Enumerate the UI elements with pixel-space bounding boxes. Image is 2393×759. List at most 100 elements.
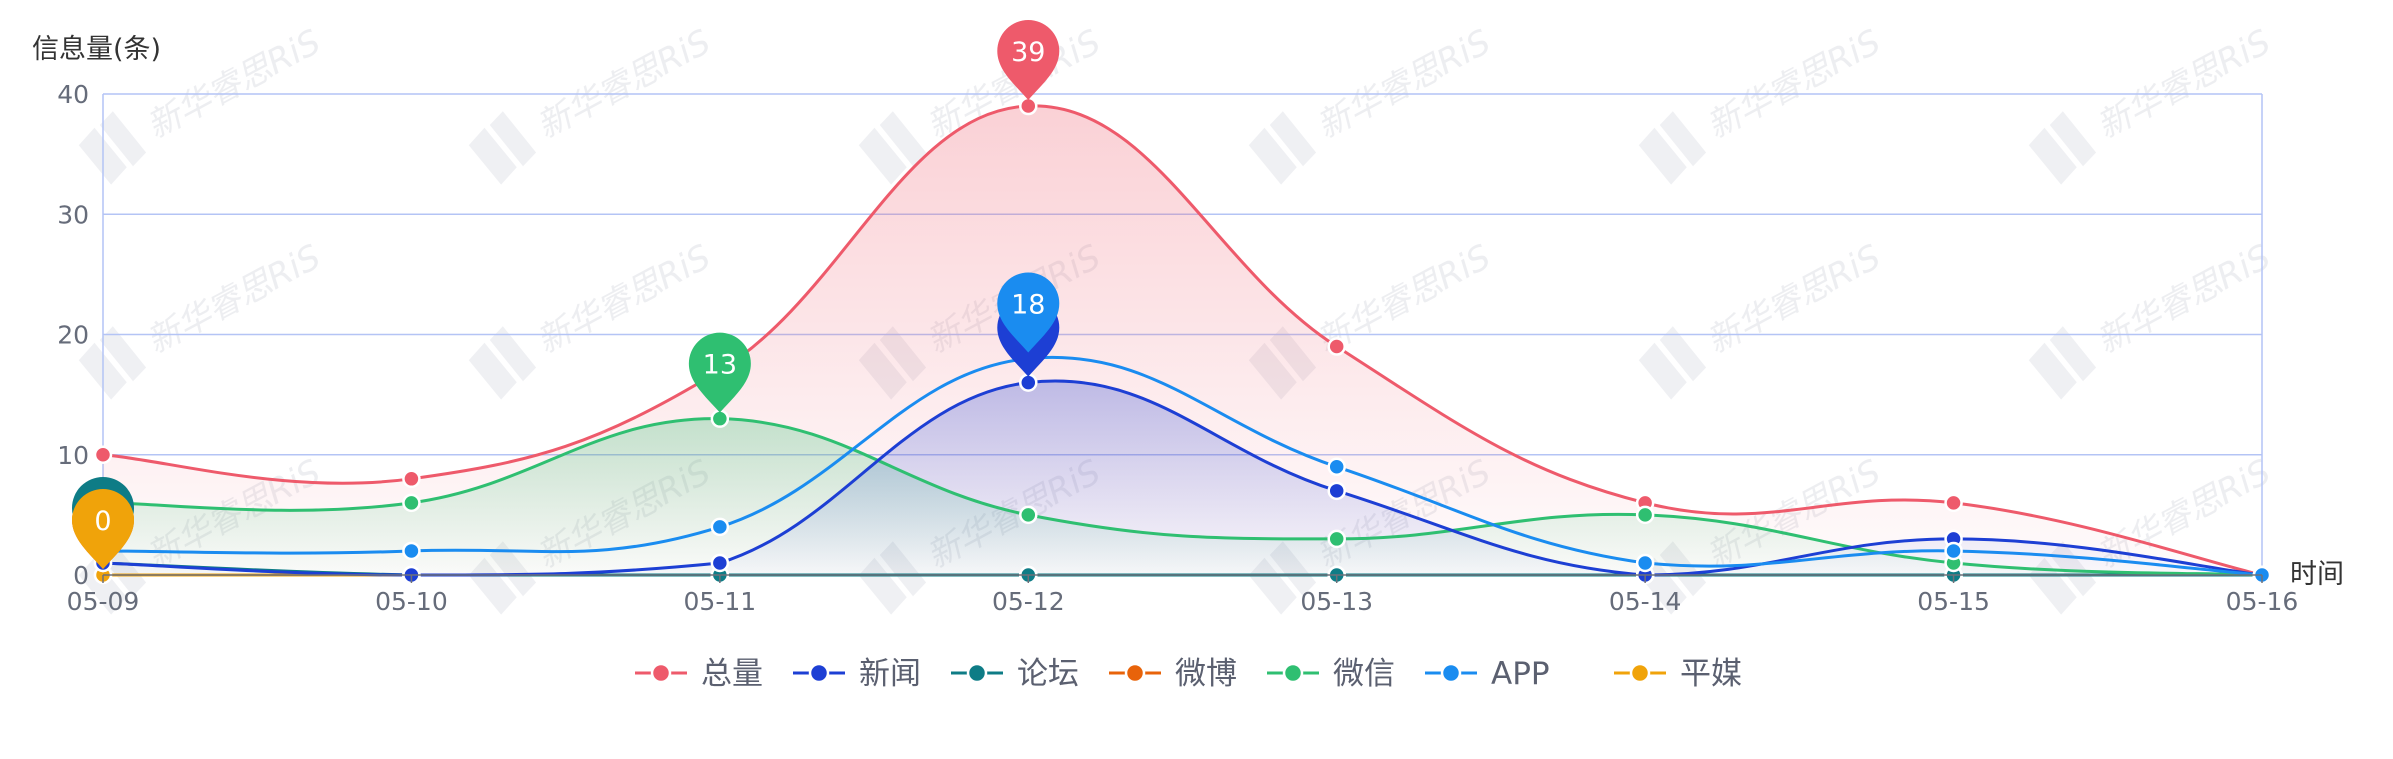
pin-label: 13 — [703, 350, 737, 381]
legend-item[interactable]: 新闻 — [793, 656, 921, 692]
data-point[interactable] — [1019, 96, 1038, 116]
legend-label: 新闻 — [859, 656, 921, 692]
watermark-logo — [2028, 111, 2097, 185]
data-point[interactable] — [1635, 505, 1655, 525]
data-point[interactable] — [1019, 505, 1038, 525]
axis-layer: 0 10 20 30 40 05-09 05-10 05-11 05-12 05-13 05-14 0… — [32, 34, 2344, 616]
legend-marker — [1124, 662, 1146, 684]
x-tick-label: 05-11 — [684, 587, 757, 616]
series-line — [102, 417, 2263, 577]
watermark-logo — [2028, 326, 2097, 400]
watermark-text: 新华睿思RiS — [140, 237, 327, 362]
watermark-logo — [468, 326, 537, 400]
y-axis-title: 信息量(条) — [32, 34, 161, 65]
x-tick-label: 05-13 — [1300, 587, 1373, 616]
watermark-text: 新华睿思RiS — [1700, 22, 1887, 147]
legend-item[interactable]: 总量 — [635, 656, 763, 692]
pin-shape — [997, 20, 1060, 101]
legend-item[interactable]: 平媒 — [1614, 656, 1742, 692]
data-point[interactable] — [1635, 553, 1655, 573]
data-point[interactable] — [93, 445, 113, 464]
legend-item[interactable]: 微博 — [1109, 656, 1237, 692]
legend-layer[interactable]: 总量 新闻 论坛 微博 微信 APP 平媒 — [635, 656, 1742, 692]
legend-marker — [966, 662, 988, 684]
legend-label: 论坛 — [1017, 656, 1079, 692]
watermark: 新华睿思RiS — [78, 237, 327, 400]
watermark-text: 新华睿思RiS — [140, 22, 327, 147]
legend-item[interactable]: 论坛 — [951, 656, 1079, 692]
y-tick-label: 40 — [57, 80, 89, 109]
watermark-logo — [858, 111, 927, 185]
legend-marker — [650, 662, 672, 684]
y-tick-label: 30 — [57, 200, 89, 229]
y-tick-label: 20 — [57, 321, 89, 350]
x-tick-label: 05-10 — [375, 587, 448, 616]
data-point[interactable] — [402, 469, 421, 489]
pin-label: 39 — [1011, 37, 1045, 68]
data-point[interactable] — [710, 517, 730, 537]
legend-item[interactable]: 微信 — [1267, 656, 1395, 692]
data-point[interactable] — [1327, 337, 1346, 356]
legend-item[interactable]: APP — [1425, 656, 1550, 692]
watermark: 新华睿思RiS — [1638, 237, 1887, 400]
legend-marker — [808, 662, 830, 684]
series-area — [103, 418, 2262, 575]
watermark: 新华睿思RiS — [2028, 22, 2277, 185]
pin-shape — [688, 332, 751, 413]
x-tick-label: 05-14 — [1609, 587, 1682, 616]
legend-label: APP — [1491, 656, 1550, 692]
x-tick-label: 05-09 — [67, 587, 140, 616]
legend-label: 平媒 — [1680, 656, 1742, 692]
watermark-text: 新华睿思RiS — [530, 22, 717, 147]
data-point[interactable] — [402, 541, 421, 561]
data-point[interactable] — [1327, 481, 1346, 501]
series-line — [102, 355, 2263, 577]
watermark: 新华睿思RiS — [1638, 22, 1887, 185]
data-point[interactable] — [1327, 457, 1346, 477]
watermark-logo — [468, 111, 537, 185]
max-value-pin: 0 — [72, 489, 134, 569]
series-line — [102, 104, 2263, 577]
data-point[interactable] — [710, 409, 730, 428]
watermark-text: 新华睿思RiS — [2090, 237, 2277, 362]
max-value-pin: 39 — [997, 20, 1060, 101]
legend-label: 微博 — [1175, 656, 1237, 692]
legend-marker — [1282, 662, 1304, 684]
data-point[interactable] — [1944, 493, 1963, 513]
x-axis-title: 时间 — [2290, 559, 2344, 590]
legend-label: 总量 — [701, 656, 763, 692]
x-tick-label: 05-15 — [1917, 587, 1990, 616]
data-point[interactable] — [710, 553, 730, 573]
watermark-text: 新华睿思RiS — [1310, 22, 1497, 147]
data-point[interactable] — [1327, 529, 1346, 549]
max-value-pin: 13 — [688, 332, 751, 413]
watermark-text: 新华睿思RiS — [530, 237, 717, 362]
pin-shape — [72, 489, 134, 569]
y-tick-label: 0 — [73, 561, 89, 590]
x-tick-label: 05-16 — [2226, 587, 2299, 616]
legend-marker — [1629, 662, 1651, 684]
pin-shape — [997, 272, 1060, 353]
watermark-text: 新华睿思RiS — [1700, 237, 1887, 362]
pin-label: 18 — [1011, 290, 1045, 321]
max-value-pin: 18 — [997, 272, 1060, 353]
legend-marker — [1440, 662, 1462, 684]
y-tick-label: 10 — [57, 441, 89, 470]
watermark-logo — [78, 326, 147, 400]
watermark: 新华睿思RiS — [468, 237, 717, 400]
data-point[interactable] — [402, 493, 421, 513]
watermark: 新华睿思RiS — [1248, 22, 1497, 185]
data-point[interactable] — [1944, 541, 1963, 561]
watermark-logo — [1638, 326, 1707, 400]
watermark: 新华睿思RiS — [2028, 237, 2277, 400]
x-tick-label: 05-12 — [992, 587, 1065, 616]
watermark-logo — [78, 111, 147, 185]
data-point[interactable] — [1019, 373, 1038, 392]
series-area — [103, 380, 2262, 575]
area-layer — [103, 105, 2262, 575]
legend-label: 微信 — [1333, 656, 1395, 692]
watermark-logo — [1248, 111, 1317, 185]
pin-layer: 0 13 39 18 — [72, 20, 1060, 569]
watermark-logo — [1638, 111, 1707, 185]
